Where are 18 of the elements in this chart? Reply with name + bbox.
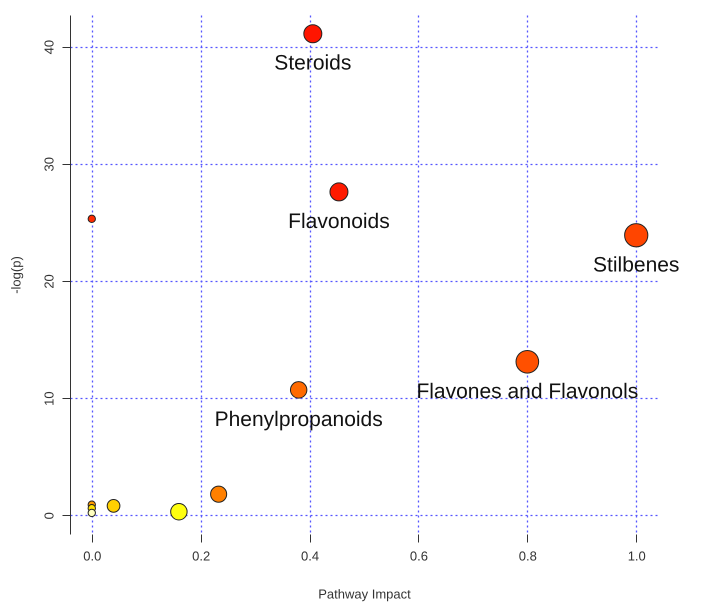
annotation: Stilbenes: [593, 253, 680, 276]
x-tick-label: 1.0: [628, 548, 646, 564]
y-tick-label: 30: [42, 157, 56, 172]
x-axis-title: Pathway Impact: [318, 586, 412, 602]
annotation: Steroids: [274, 52, 352, 75]
y-tick-label: 20: [42, 274, 56, 289]
y-axis-title: -log(p): [8, 256, 24, 294]
x-tick-label: 0.6: [410, 548, 428, 564]
annotation: Flavones and Flavonols: [416, 380, 638, 403]
y-tick-label: 0: [42, 512, 56, 520]
y-tick-label: 40: [42, 40, 56, 54]
x-tick-label: 0.2: [192, 548, 210, 564]
y-tick-label: 10: [42, 391, 56, 406]
annotation: Flavonoids: [288, 210, 390, 233]
annotation: Phenylpropanoids: [214, 408, 383, 431]
x-tick-label: 0.8: [518, 548, 537, 564]
x-tick-label: 0.4: [301, 548, 320, 564]
x-tick-label: 0.0: [83, 548, 102, 564]
